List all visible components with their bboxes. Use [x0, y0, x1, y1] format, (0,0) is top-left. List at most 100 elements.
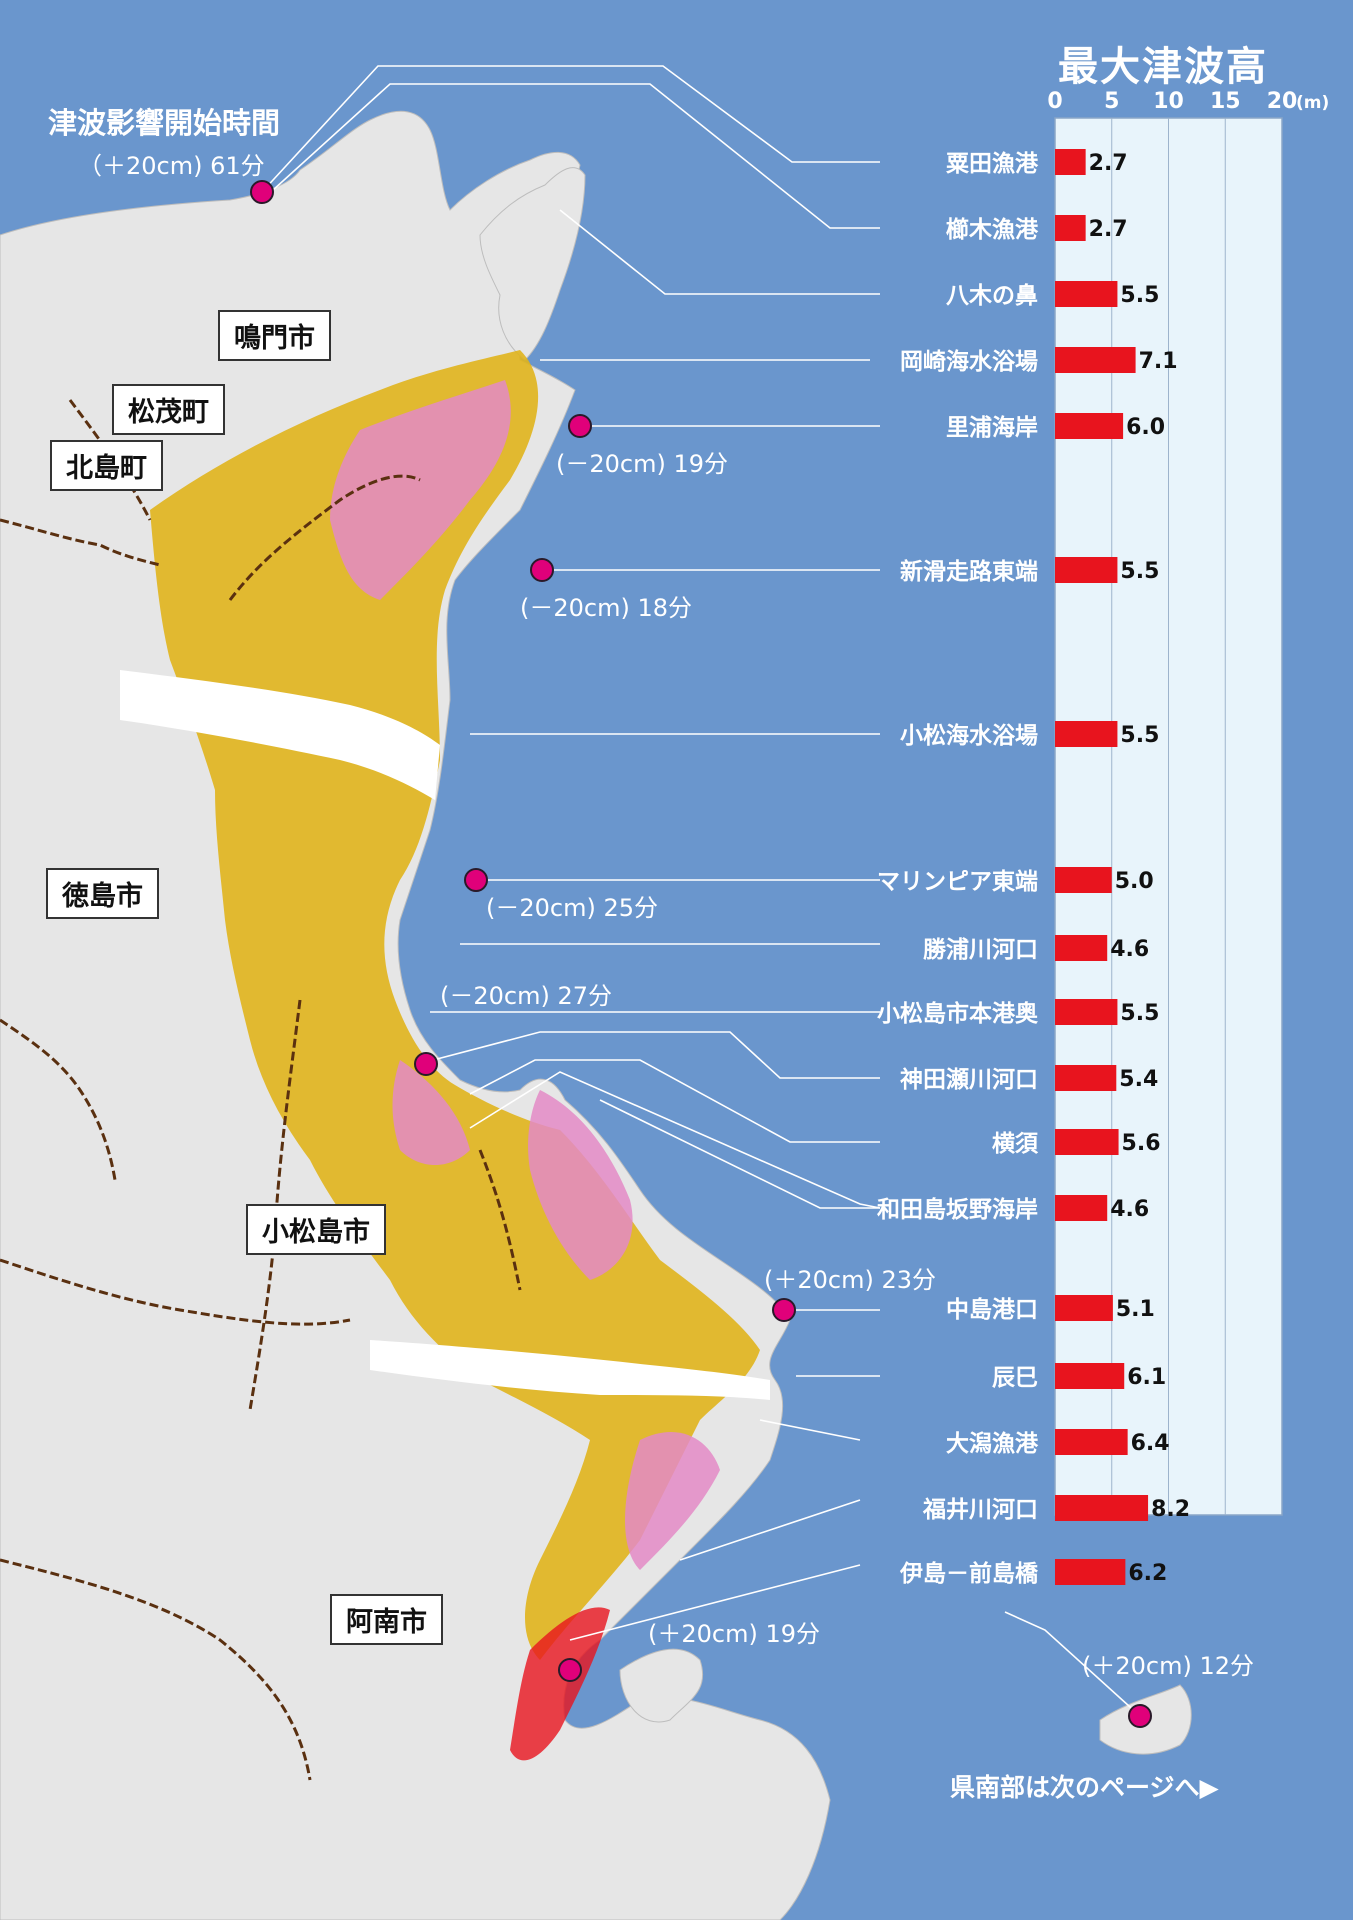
inundation-pink-4 — [625, 1431, 720, 1570]
chart-bar — [1055, 1129, 1119, 1155]
chart-category-label: 粟田漁港 — [946, 150, 1039, 177]
city-label-tokushima: 徳島市 — [46, 868, 159, 919]
chart-data-label: 4.6 — [1110, 937, 1149, 962]
city-label-kitajima: 北島町 — [50, 440, 163, 491]
chart-data-label: 6.0 — [1126, 415, 1165, 440]
municipal-boundaries — [0, 399, 522, 1781]
chart-bar — [1055, 999, 1118, 1025]
land-island-south — [619, 1648, 704, 1723]
chart-data-label: 2.7 — [1089, 151, 1128, 176]
inundation-pink — [330, 380, 511, 600]
chart-category-label: 新滑走路東端 — [900, 558, 1038, 585]
city-label-matsushige: 松茂町 — [112, 384, 225, 435]
chart-category-label: 勝浦川河口 — [923, 936, 1038, 963]
onset-label: (－20cm) 18分 — [520, 594, 693, 622]
chart-data-label: 5.6 — [1122, 1131, 1161, 1156]
onset-label: (－20cm) 25分 — [486, 894, 659, 922]
chart-category-label: 里浦海岸 — [946, 414, 1038, 441]
chart-unit: (m) — [1296, 93, 1329, 113]
onset-marker — [1128, 1704, 1152, 1728]
city-label-naruto: 鳴門市 — [218, 310, 331, 361]
chart-tick-label: 5 — [1104, 89, 1119, 114]
onset-markers — [250, 180, 1152, 1728]
chart-data-label: 5.5 — [1120, 283, 1159, 308]
chart-data-label: 5.5 — [1120, 559, 1159, 584]
chart-data-label: 5.1 — [1116, 1297, 1155, 1322]
chart-bar — [1055, 347, 1136, 373]
chart-category-label: 福井川河口 — [922, 1497, 1038, 1523]
chart-bar — [1055, 1295, 1113, 1321]
chart-tick-label: 20 — [1267, 89, 1298, 114]
onset-label: (＋20cm) 23分 — [764, 1266, 937, 1294]
river-naka — [370, 1340, 770, 1400]
onset-label: (－20cm) 19分 — [556, 450, 729, 478]
onset-label: (＋20cm) 19分 — [648, 1620, 821, 1648]
chart-data-label: 6.1 — [1127, 1365, 1166, 1390]
chart-bar — [1055, 215, 1086, 241]
next-page-note: 県南部は次のページへ▶ — [950, 1773, 1219, 1802]
chart-bar — [1055, 1363, 1125, 1389]
chart-category-label: 八木の鼻 — [946, 282, 1038, 309]
chart-bar — [1055, 1429, 1128, 1455]
chart-bar — [1055, 413, 1124, 439]
chart-bar — [1055, 281, 1118, 307]
chart-category-label: 小松島市本港奥 — [877, 1000, 1039, 1027]
inundation-pink-2 — [392, 1060, 470, 1165]
inundation-pink-3 — [528, 1090, 633, 1280]
chart-data-label: 5.5 — [1120, 723, 1159, 748]
chart-category-label: 大潟漁港 — [946, 1430, 1039, 1457]
onset-marker — [568, 414, 592, 438]
chart-bar — [1055, 867, 1112, 893]
chart-bar — [1055, 557, 1118, 583]
city-label-komatsushima: 小松島市 — [246, 1204, 386, 1255]
land-island-north — [479, 167, 586, 361]
chart-category-label: 横須 — [992, 1131, 1039, 1157]
chart-category-label: 櫛木漁港 — [946, 216, 1039, 243]
onset-marker — [558, 1658, 582, 1682]
chart-data-label: 2.7 — [1089, 217, 1128, 242]
inundation-red — [510, 1607, 610, 1761]
chart-bar — [1055, 721, 1118, 747]
chart-data-label: 5.0 — [1115, 869, 1154, 894]
chart-bar — [1055, 1065, 1117, 1091]
chart-bar — [1055, 1559, 1126, 1585]
onset-label: (－20cm) 27分 — [440, 982, 613, 1010]
chart-category-label: 和田島坂野海岸 — [877, 1196, 1038, 1223]
onset-marker — [250, 180, 274, 204]
onset-marker — [530, 558, 554, 582]
chart-category-label: 神田瀬川河口 — [900, 1066, 1038, 1093]
city-label-anan: 阿南市 — [330, 1594, 443, 1645]
chart-category-label: マリンピア東端 — [877, 869, 1038, 895]
onset-marker — [464, 868, 488, 892]
onset-label: （＋20cm) 61分 — [78, 152, 265, 180]
onset-title: 津波影響開始時間 — [48, 106, 281, 140]
chart-tick-label: 15 — [1210, 89, 1241, 114]
chart-category-label: 岡崎海水浴場 — [900, 348, 1038, 375]
river-yoshino — [120, 670, 440, 800]
chart-bar — [1055, 1195, 1108, 1221]
chart-data-label: 5.5 — [1120, 1001, 1159, 1026]
chart-data-label: 8.2 — [1151, 1497, 1190, 1522]
onset-label: (＋20cm) 12分 — [1082, 1652, 1255, 1680]
chart-bar — [1055, 1495, 1149, 1521]
chart-category-label: 中島港口 — [946, 1296, 1038, 1323]
onset-marker — [414, 1052, 438, 1076]
chart-category-label: 伊島－前島橋 — [899, 1560, 1039, 1587]
inundation-yellow — [150, 350, 760, 1660]
chart-bar — [1055, 935, 1108, 961]
chart-category-label: 辰巳 — [992, 1365, 1038, 1391]
onset-marker — [772, 1298, 796, 1322]
chart-data-label: 6.4 — [1131, 1431, 1170, 1456]
chart-data-label: 5.4 — [1119, 1067, 1158, 1092]
chart-data-label: 7.1 — [1139, 349, 1178, 374]
chart-tick-label: 0 — [1047, 89, 1062, 114]
chart-category-label: 小松海水浴場 — [900, 722, 1038, 749]
chart-tick-label: 10 — [1153, 89, 1184, 114]
chart-data-label: 6.2 — [1128, 1561, 1167, 1586]
chart-title: 最大津波高 — [1058, 44, 1268, 90]
chart-data-label: 4.6 — [1110, 1197, 1149, 1222]
